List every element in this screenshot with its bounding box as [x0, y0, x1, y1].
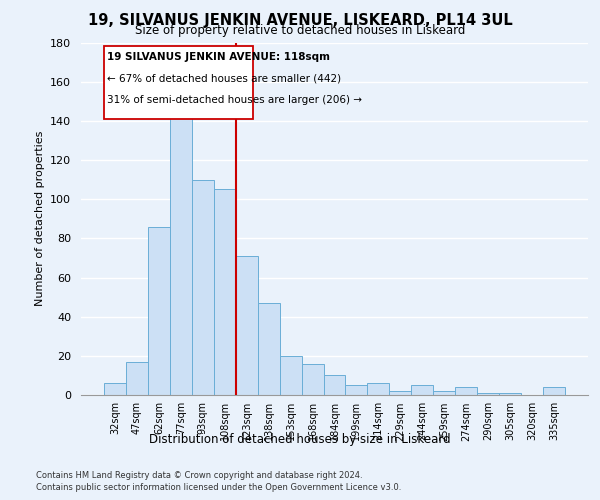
Bar — [214, 190, 236, 395]
Bar — [192, 180, 214, 395]
Bar — [477, 393, 499, 395]
Text: Distribution of detached houses by size in Liskeard: Distribution of detached houses by size … — [149, 432, 451, 446]
Bar — [170, 111, 192, 395]
Bar — [257, 303, 280, 395]
Bar — [389, 391, 412, 395]
Text: 31% of semi-detached houses are larger (206) →: 31% of semi-detached houses are larger (… — [107, 96, 362, 106]
FancyBboxPatch shape — [104, 46, 253, 119]
Bar — [126, 362, 148, 395]
Text: Size of property relative to detached houses in Liskeard: Size of property relative to detached ho… — [135, 24, 465, 37]
Bar — [323, 376, 346, 395]
Bar — [148, 226, 170, 395]
Bar — [367, 383, 389, 395]
Bar — [412, 385, 433, 395]
Text: 19 SILVANUS JENKIN AVENUE: 118sqm: 19 SILVANUS JENKIN AVENUE: 118sqm — [107, 52, 329, 62]
Text: Contains public sector information licensed under the Open Government Licence v3: Contains public sector information licen… — [36, 482, 401, 492]
Bar — [433, 391, 455, 395]
Text: ← 67% of detached houses are smaller (442): ← 67% of detached houses are smaller (44… — [107, 74, 341, 84]
Text: Contains HM Land Registry data © Crown copyright and database right 2024.: Contains HM Land Registry data © Crown c… — [36, 471, 362, 480]
Text: 19, SILVANUS JENKIN AVENUE, LISKEARD, PL14 3UL: 19, SILVANUS JENKIN AVENUE, LISKEARD, PL… — [88, 12, 512, 28]
Bar — [346, 385, 367, 395]
Bar — [104, 383, 126, 395]
Bar — [455, 387, 477, 395]
Bar — [280, 356, 302, 395]
Bar — [236, 256, 257, 395]
Bar — [543, 387, 565, 395]
Y-axis label: Number of detached properties: Number of detached properties — [35, 131, 44, 306]
Bar — [499, 393, 521, 395]
Bar — [302, 364, 323, 395]
